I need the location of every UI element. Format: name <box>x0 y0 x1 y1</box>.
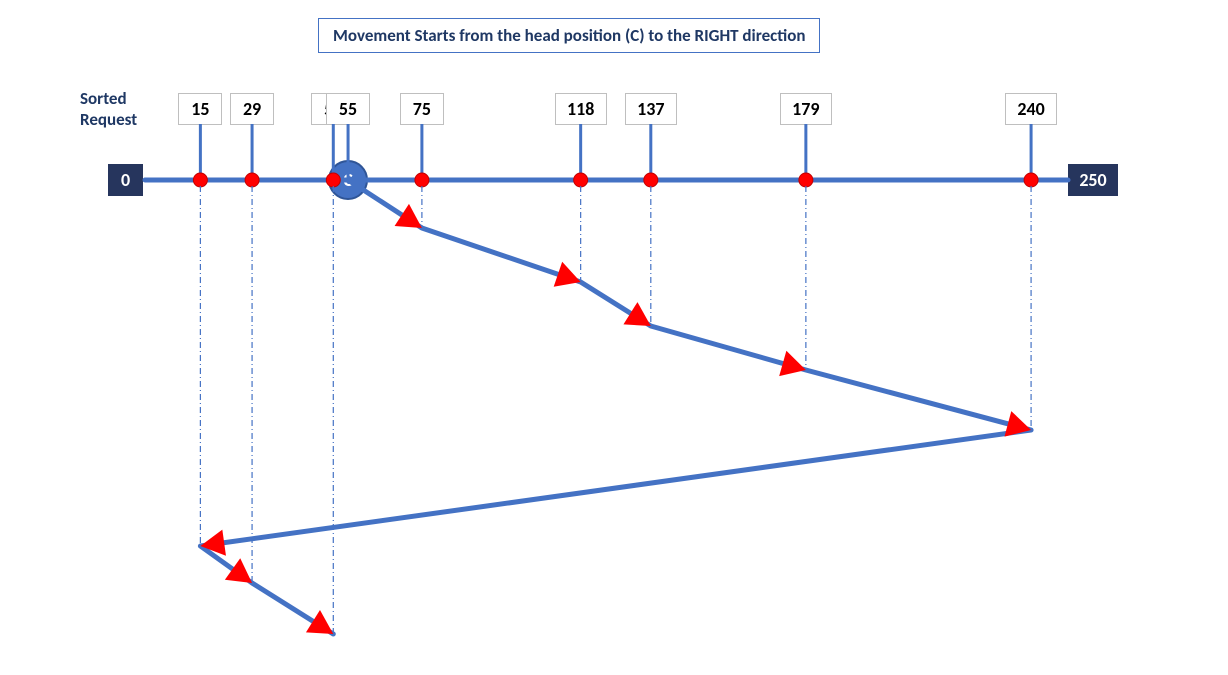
diagram-svg <box>0 0 1228 675</box>
